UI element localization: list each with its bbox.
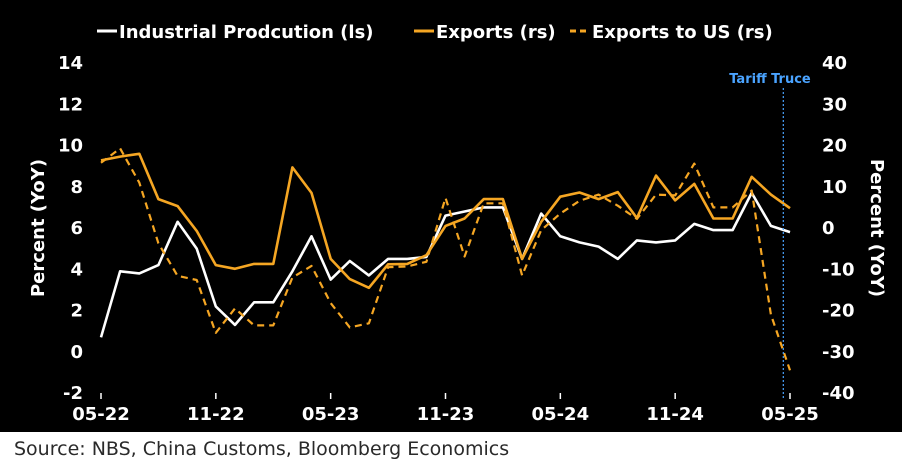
legend: Industrial Prodcution (ls) Exports (rs) Ex… [97, 22, 773, 43]
x-tick-label: 11-24 [646, 404, 704, 425]
left-axis: 14 12 10 8 6 4 2 0 -2 [58, 53, 83, 404]
right-tick-label: 30 [822, 94, 847, 115]
x-axis: 05-22 11-22 05-23 11-23 05-24 11-24 05-25 [72, 393, 819, 425]
x-tick-label: 05-22 [72, 404, 130, 425]
right-tick-label: 40 [822, 53, 847, 74]
x-tick-label: 05-23 [302, 404, 360, 425]
series-line [100, 152, 791, 290]
left-tick-label: 14 [58, 53, 83, 74]
x-tick-label: 05-25 [761, 404, 819, 425]
left-axis-title: Percent (YoY) [28, 159, 49, 297]
left-tick-label: 8 [70, 177, 83, 198]
right-axis-title: Percent (YoY) [866, 159, 887, 297]
right-tick-label: 20 [822, 136, 847, 157]
x-tick-label: 11-23 [417, 404, 475, 425]
right-tick-label: -30 [822, 342, 855, 363]
left-tick-label: 0 [70, 342, 83, 363]
right-tick-label: -20 [822, 301, 855, 322]
right-tick-label: 0 [822, 218, 835, 239]
axis-titles: Percent (YoY) Percent (YoY) [28, 159, 887, 297]
series-line [100, 147, 792, 371]
left-tick-label: 6 [70, 218, 83, 239]
source-note: Source: NBS, China Customs, Bloomberg Ec… [14, 438, 510, 460]
annotation-label: Tariff Truce [729, 72, 811, 87]
right-tick-label: 10 [822, 177, 847, 198]
series-layer [99, 147, 792, 371]
left-tick-label: 12 [58, 94, 83, 115]
left-tick-label: 10 [58, 136, 83, 157]
left-tick-label: 4 [70, 259, 83, 280]
legend-label: Exports to US (rs) [592, 22, 773, 43]
chart-panel: Industrial Prodcution (ls) Exports (rs) Ex… [0, 0, 902, 432]
left-tick-label: 2 [70, 301, 83, 322]
x-tick-label: 05-24 [532, 404, 590, 425]
x-tick-label: 11-22 [187, 404, 245, 425]
annotation-layer: Tariff Truce [729, 72, 811, 398]
right-tick-label: -40 [822, 383, 855, 404]
right-tick-label: -10 [822, 259, 855, 280]
legend-label: Exports (rs) [436, 22, 556, 43]
legend-label: Industrial Prodcution (ls) [119, 22, 374, 43]
right-axis: 40 30 20 10 0 -10 -20 -30 -40 [822, 53, 855, 404]
left-tick-label: -2 [63, 383, 83, 404]
line-chart: Industrial Prodcution (ls) Exports (rs) Ex… [28, 22, 887, 425]
series-line [99, 191, 791, 338]
